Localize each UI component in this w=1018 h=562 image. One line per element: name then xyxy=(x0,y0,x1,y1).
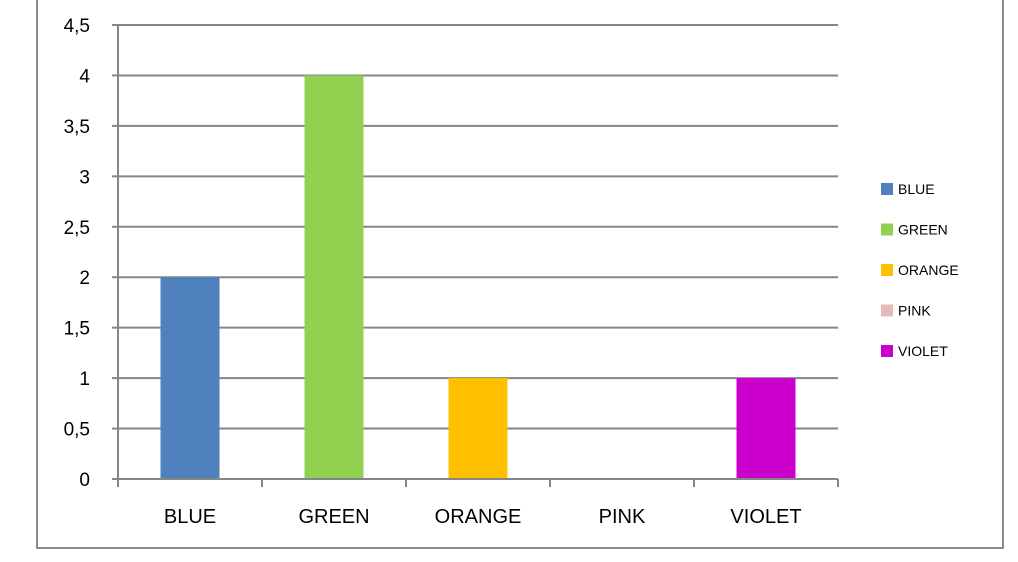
legend-label: PINK xyxy=(898,303,931,319)
legend-label: ORANGE xyxy=(898,262,959,278)
legend-swatch-violet xyxy=(881,345,893,357)
x-tick-label: BLUE xyxy=(164,506,216,528)
bars xyxy=(160,75,796,479)
y-tick-label: 2 xyxy=(79,268,90,289)
legend-swatch-green xyxy=(881,223,893,236)
legend-label: VIOLET xyxy=(898,343,948,359)
legend-swatch-pink xyxy=(881,304,893,317)
y-tick-label: 4,5 xyxy=(64,16,90,37)
x-tick-labels: BLUE GREEN ORANGE PINK VIOLET xyxy=(117,479,839,528)
legend-swatch-blue xyxy=(881,183,893,195)
legend-label: BLUE xyxy=(898,181,935,197)
x-tick-label: ORANGE xyxy=(435,506,522,528)
y-tick-label: 2,5 xyxy=(64,218,90,239)
axes xyxy=(117,25,838,480)
x-tick-label: PINK xyxy=(599,506,646,528)
y-tick-labels: 0 0,5 1 1,5 2 2,5 3 3,5 4 4,5 xyxy=(64,16,91,491)
bar-blue xyxy=(160,277,220,479)
y-tick-label: 0,5 xyxy=(64,420,90,441)
y-tick-label: 1,5 xyxy=(64,319,90,340)
x-tick-label: VIOLET xyxy=(730,506,801,528)
y-tick-label: 1 xyxy=(79,369,90,390)
legend-swatch-orange xyxy=(881,264,893,276)
x-tick-label: GREEN xyxy=(298,506,369,528)
legend: BLUE GREEN ORANGE PINK VIOLET xyxy=(881,181,959,359)
y-tick-label: 4 xyxy=(79,66,90,87)
y-tick-label: 0 xyxy=(79,470,90,491)
legend-label: GREEN xyxy=(898,222,948,238)
bar-green xyxy=(304,75,364,479)
y-tick-label: 3,5 xyxy=(64,117,90,138)
bar-violet xyxy=(736,378,796,479)
y-tick-label: 3 xyxy=(79,167,90,188)
bar-orange xyxy=(448,378,508,479)
